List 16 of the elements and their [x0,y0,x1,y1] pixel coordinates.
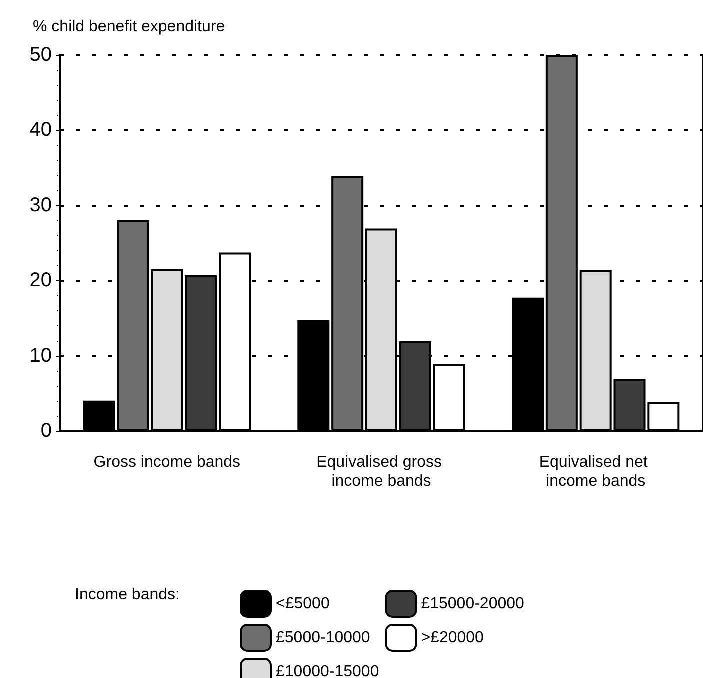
x-tick-label: Equivalised net income bands [539,454,652,490]
legend-label: £10000-15000 [276,664,380,678]
y-tick-label: 20 [30,270,52,292]
y-axis-title: % child benefit expenditure [33,18,226,36]
y-tick-label: 10 [30,344,52,367]
legend-label: £5000-10000 [276,630,370,646]
y-tick-label: 30 [30,194,52,216]
legend-label: £15000-20000 [421,596,525,612]
y-tick-label: 40 [30,119,52,142]
y-tick-label: 50 [30,44,52,66]
y-tick-label: 0 [40,420,52,442]
legend-title: Income bands: [75,586,180,604]
x-tick-label: Gross income bands [94,454,241,471]
legend-label: <£5000 [276,596,330,612]
legend-label: >£20000 [421,630,484,646]
x-tick-label: Equivalised gross income bands [316,454,446,490]
